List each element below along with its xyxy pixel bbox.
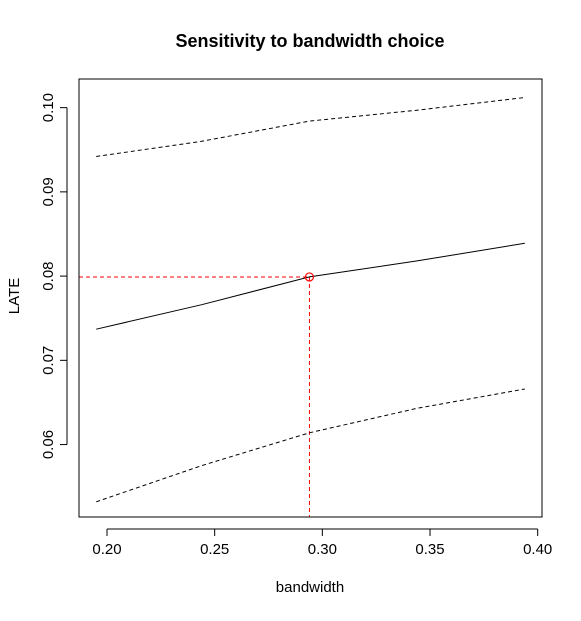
series-group <box>96 97 525 503</box>
series-estimate-line <box>96 242 525 330</box>
axes-group: 0.20 0.25 0.30 0.35 0.40 0.06 0.07 0.08 0.09 0.10 <box>40 93 552 558</box>
x-tick-label: 0.35 <box>415 541 444 558</box>
y-axis-label: LATE <box>6 278 23 314</box>
y-tick-label: 0.10 <box>40 93 57 122</box>
y-tick-label: 0.09 <box>40 177 57 206</box>
plot-frame <box>78 78 543 518</box>
x-tick-label: 0.20 <box>92 541 121 558</box>
x-tick-label: 0.40 <box>523 541 552 558</box>
highlight-point-marker <box>304 272 315 282</box>
x-axis-label: bandwidth <box>276 579 344 596</box>
x-tick-label: 0.30 <box>308 541 337 558</box>
series-upper-bound-line <box>96 97 525 157</box>
y-tick-label: 0.07 <box>40 346 57 375</box>
chart-title: Sensitivity to bandwidth choice <box>175 31 444 51</box>
highlight-guides <box>79 276 310 517</box>
y-tick-label: 0.08 <box>40 261 57 290</box>
y-tick-label: 0.06 <box>40 430 57 459</box>
series-lower-bound-line <box>96 388 525 503</box>
x-tick-label: 0.25 <box>200 541 229 558</box>
